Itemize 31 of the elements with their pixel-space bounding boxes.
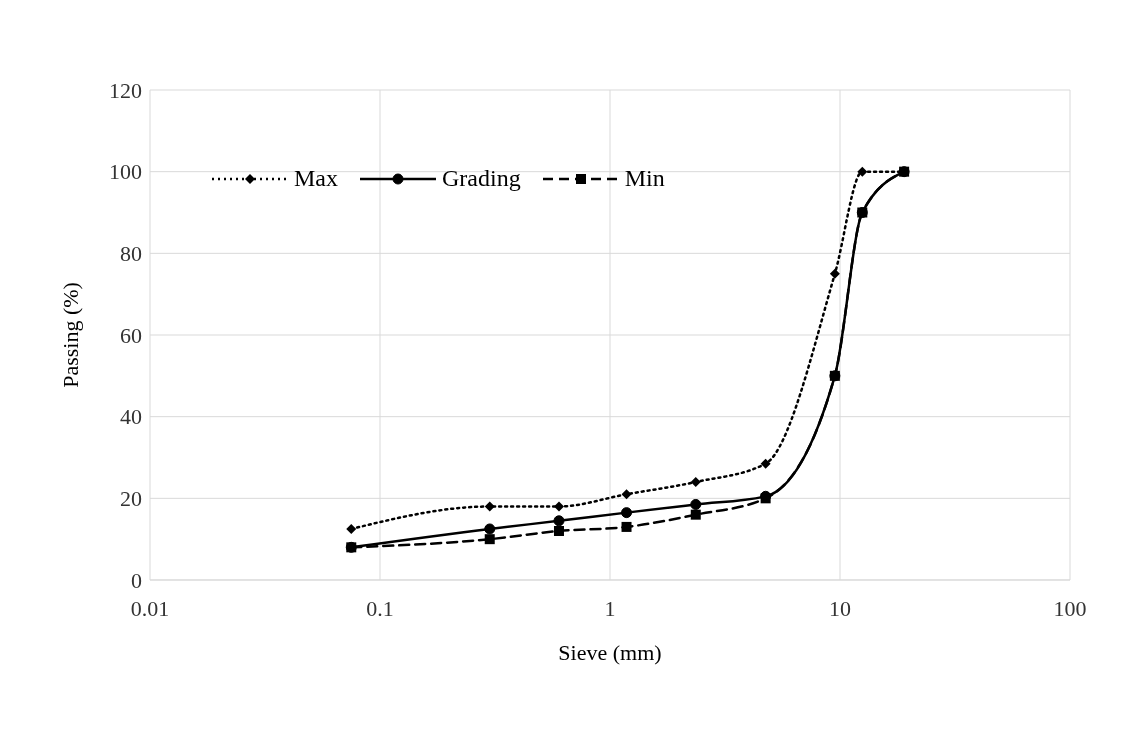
legend-label: Max xyxy=(294,165,338,192)
point xyxy=(829,268,840,279)
point xyxy=(553,515,565,527)
x-axis-title: Sieve (mm) xyxy=(558,640,662,665)
y-tick-label: 20 xyxy=(120,486,142,512)
legend-label: Grading xyxy=(442,165,521,192)
point xyxy=(621,489,632,500)
point xyxy=(553,501,564,512)
x-tick-label: 100 xyxy=(1053,595,1087,621)
x-tick-label: 0.01 xyxy=(130,595,170,621)
point xyxy=(621,507,633,519)
point xyxy=(484,523,496,535)
y-tick-label: 80 xyxy=(120,241,142,267)
y-tick-label: 120 xyxy=(109,77,142,103)
x-tick-label: 10 xyxy=(829,595,851,621)
y-tick-label: 0 xyxy=(131,567,142,593)
point xyxy=(690,498,702,510)
point xyxy=(621,521,632,532)
x-tick-label: 1 xyxy=(604,595,616,621)
x-tick-label: 0.1 xyxy=(366,595,394,621)
point xyxy=(484,501,495,512)
y-tick-label: 60 xyxy=(120,322,142,348)
y-axis-title: Passing (%) xyxy=(57,282,83,388)
legend-label: Min xyxy=(624,165,665,192)
point xyxy=(690,509,701,520)
point xyxy=(760,458,771,469)
y-tick-label: 100 xyxy=(109,159,142,185)
point xyxy=(690,477,701,487)
point xyxy=(553,526,564,536)
y-tick-label: 40 xyxy=(120,404,142,430)
point xyxy=(484,534,495,545)
